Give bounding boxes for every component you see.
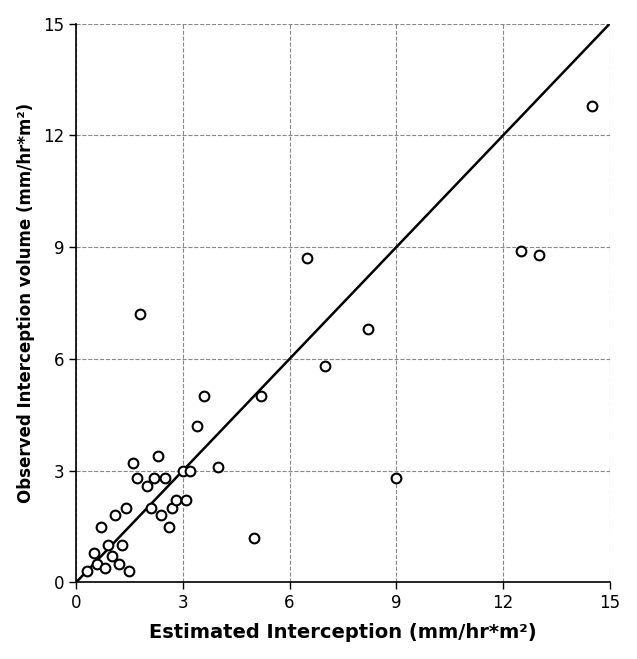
Point xyxy=(149,473,159,484)
Point xyxy=(171,495,181,505)
Point xyxy=(199,391,209,401)
Point xyxy=(182,495,192,505)
Point xyxy=(142,480,152,491)
Point xyxy=(124,566,134,577)
Y-axis label: Observed Interception volume (mm/hr*m²): Observed Interception volume (mm/hr*m²) xyxy=(17,103,34,503)
Point xyxy=(213,462,224,473)
Point xyxy=(146,503,156,513)
Point xyxy=(106,551,117,561)
Point xyxy=(167,503,177,513)
Point xyxy=(121,503,131,513)
Point xyxy=(96,521,106,532)
Point xyxy=(89,548,99,558)
Point xyxy=(516,246,526,256)
Point xyxy=(92,559,103,569)
Point xyxy=(117,540,127,550)
Point xyxy=(135,309,145,320)
Point xyxy=(110,510,120,521)
Point xyxy=(185,465,195,476)
Point xyxy=(249,532,259,543)
Point xyxy=(587,100,597,111)
Point xyxy=(391,473,401,484)
Point xyxy=(320,361,330,372)
Point xyxy=(131,473,141,484)
Point xyxy=(192,420,202,431)
Point xyxy=(160,473,170,484)
Point xyxy=(113,559,124,569)
Point xyxy=(103,540,113,550)
Point xyxy=(82,566,92,577)
Point xyxy=(178,465,188,476)
Point xyxy=(256,391,266,401)
X-axis label: Estimated Interception (mm/hr*m²): Estimated Interception (mm/hr*m²) xyxy=(149,623,537,643)
Point xyxy=(362,324,373,334)
Point xyxy=(99,562,110,573)
Point xyxy=(156,510,166,521)
Point xyxy=(302,253,312,264)
Point xyxy=(534,249,544,260)
Point xyxy=(153,451,163,461)
Point xyxy=(164,521,174,532)
Point xyxy=(128,458,138,469)
